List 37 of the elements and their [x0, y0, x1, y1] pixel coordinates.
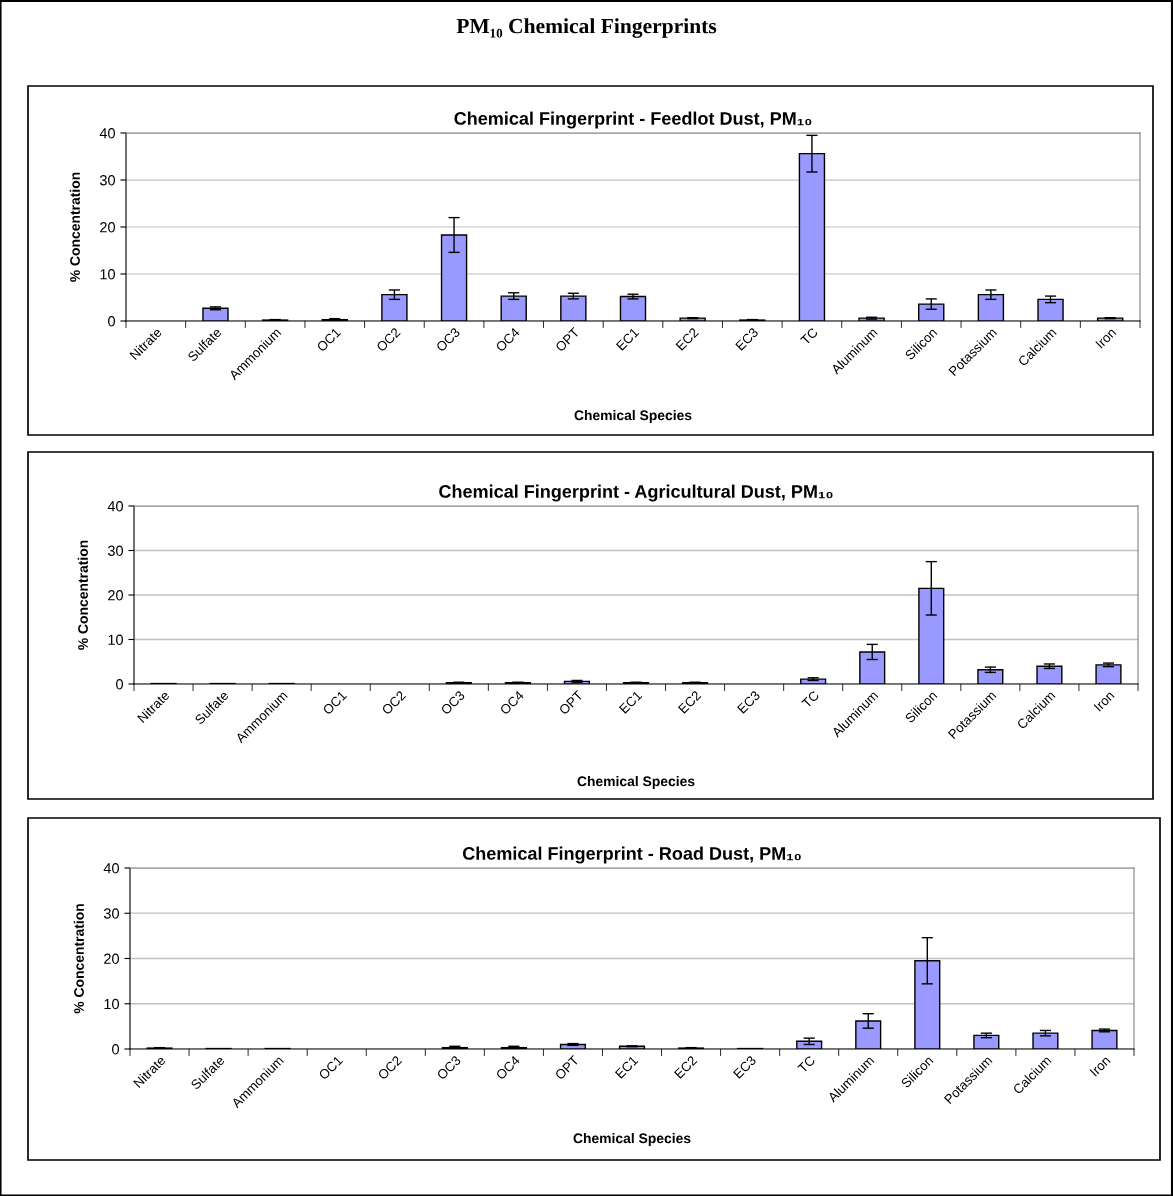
- x-tick-label: OC1: [316, 327, 342, 353]
- y-tick-label: 20: [104, 953, 120, 964]
- y-tick-label: 20: [100, 222, 116, 233]
- y-tick-label: 0: [116, 679, 124, 690]
- y-axis-title: % Concentration: [73, 904, 84, 1014]
- y-axis-title: % Concentration: [69, 172, 80, 282]
- y-tick-label: 0: [108, 316, 116, 327]
- x-tick-label: Iron: [1095, 327, 1117, 349]
- x-tick-label: TC: [801, 690, 820, 709]
- y-tick-label: 40: [103, 863, 120, 874]
- y-tick-label: 40: [99, 128, 116, 139]
- x-axis-title: Chemical Species: [574, 410, 692, 423]
- y-tick-label: 10: [108, 634, 124, 645]
- x-tick-label: EC1: [614, 1055, 639, 1079]
- x-tick-label: EC1: [618, 690, 643, 714]
- y-tick-label: 10: [100, 269, 116, 280]
- y-tick-label: 30: [103, 908, 120, 919]
- x-tick-label: TC: [799, 327, 819, 346]
- x-tick-label: OC1: [318, 1055, 344, 1081]
- chart-title: Chemical Fingerprint - Feedlot Dust, PM₁₀: [454, 111, 812, 129]
- x-axis-title: Chemical Species: [577, 776, 695, 789]
- x-axis-title: Chemical Species: [573, 1133, 691, 1146]
- x-tick-label: EC1: [615, 327, 640, 351]
- y-tick-label: 30: [99, 175, 116, 186]
- chart-title: Chemical Fingerprint - Agricultural Dust, PM₁₀: [439, 484, 833, 502]
- x-tick-label: Iron: [1089, 1055, 1111, 1077]
- y-axis-title: % Concentration: [77, 540, 88, 650]
- y-tick-label: 30: [107, 545, 124, 556]
- text: PM₁₀ Chemical Fingerprints: [456, 18, 717, 38]
- y-tick-label: 20: [108, 590, 124, 601]
- chart-title: Chemical Fingerprint - Road Dust, PM₁₀: [462, 846, 801, 864]
- x-tick-label: OC1: [322, 690, 348, 716]
- y-tick-label: 40: [107, 501, 124, 512]
- y-tick-label: 0: [112, 1044, 120, 1055]
- x-tick-label: Iron: [1093, 690, 1115, 712]
- y-tick-label: 10: [104, 998, 120, 1010]
- x-tick-label: TC: [797, 1055, 816, 1074]
